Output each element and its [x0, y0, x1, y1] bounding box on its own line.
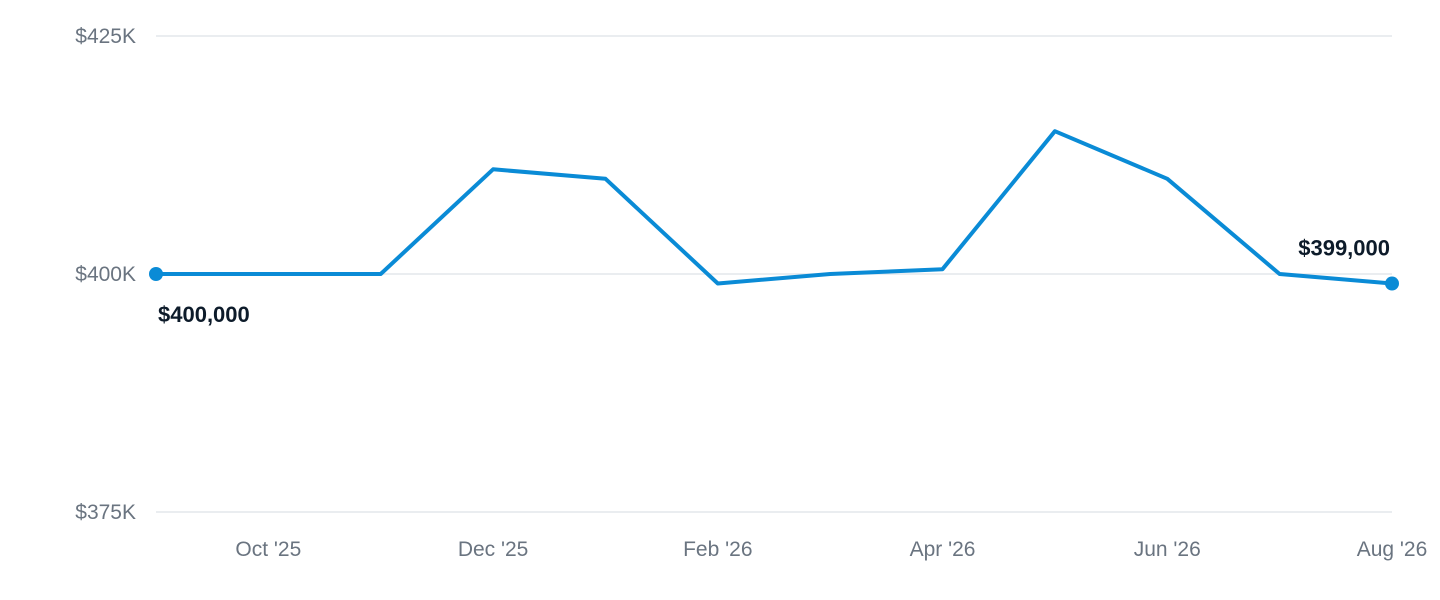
endpoint-markers [149, 267, 1399, 291]
x-tick-label: Aug '26 [1357, 538, 1428, 561]
end-point-marker [1385, 276, 1399, 291]
x-tick-label: Apr '26 [910, 538, 976, 561]
y-tick-label: $400K [75, 263, 136, 286]
series-line [154, 129, 1394, 286]
y-tick-label: $375K [75, 501, 136, 524]
start-value-label: $400,000 [158, 302, 250, 327]
y-axis-labels: $375K $400K $425K [75, 25, 136, 524]
x-tick-label: Feb '26 [683, 538, 752, 561]
start-point-marker [149, 267, 163, 281]
data-labels: $400,000 $399,000 [158, 236, 1390, 327]
x-tick-label: Oct '25 [235, 538, 301, 561]
x-tick-label: Jun '26 [1134, 538, 1201, 561]
x-axis-labels: Oct '25 Dec '25 Feb '26 Apr '26 Jun '26 Aug '… [235, 538, 1427, 561]
y-tick-label: $425K [75, 25, 136, 48]
x-tick-label: Dec '25 [458, 538, 529, 561]
end-value-label: $399,000 [1298, 236, 1390, 261]
